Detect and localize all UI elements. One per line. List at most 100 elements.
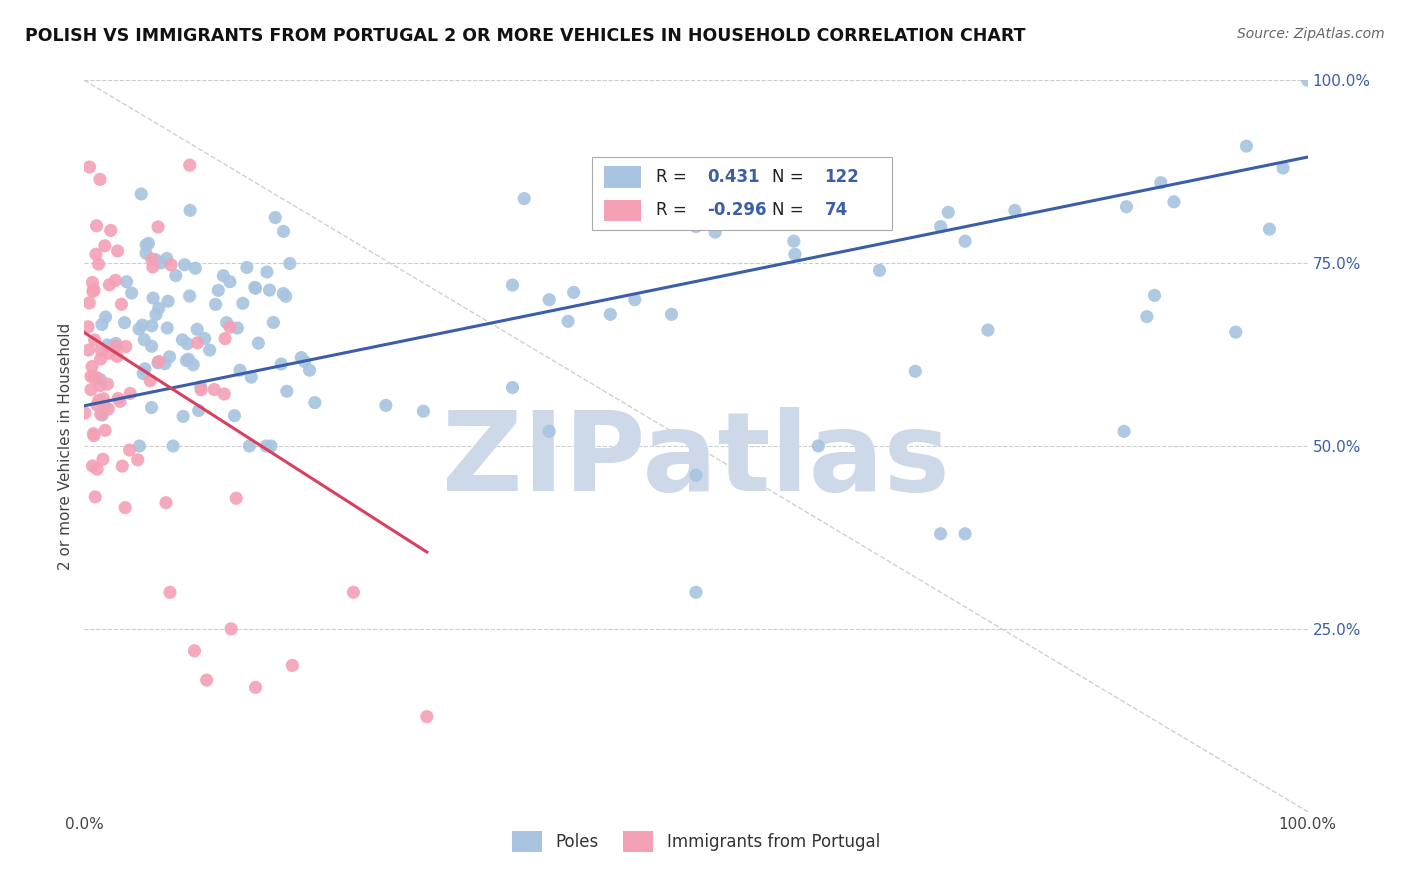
Point [145, 252, 167, 267]
Point [224, 409, 246, 423]
Point [807, 439, 830, 453]
Point [176, 353, 198, 368]
Point [214, 332, 236, 346]
Point [141, 318, 163, 333]
Point [131, 318, 153, 333]
Point [146, 219, 169, 234]
Point [94, 423, 117, 437]
Legend: Poles, Immigrants from Portugal: Poles, Immigrants from Portugal [505, 824, 887, 858]
Point [538, 293, 561, 307]
Point [148, 301, 170, 316]
Point [93, 400, 115, 414]
Point [90, 343, 112, 357]
Point [83, 283, 105, 297]
Point [104, 273, 127, 287]
Point [929, 526, 952, 541]
Text: POLISH VS IMMIGRANTS FROM PORTUGAL 2 OR MORE VEHICLES IN HOUSEHOLD CORRELATION C: POLISH VS IMMIGRANTS FROM PORTUGAL 2 OR … [25, 27, 1026, 45]
Point [173, 258, 195, 272]
FancyBboxPatch shape [592, 157, 891, 230]
Point [84, 490, 107, 504]
Point [77, 343, 100, 357]
Point [77, 319, 100, 334]
Point [276, 384, 298, 399]
Point [80, 359, 103, 374]
Point [79, 160, 101, 174]
Point [129, 186, 152, 201]
Point [1115, 200, 1137, 214]
Text: N =: N = [772, 168, 808, 186]
Point [190, 380, 212, 394]
Point [187, 403, 209, 417]
Point [80, 369, 103, 384]
Point [176, 336, 198, 351]
Point [159, 585, 181, 599]
Point [538, 425, 561, 439]
Point [107, 244, 129, 258]
Point [304, 395, 326, 409]
Point [159, 350, 181, 364]
Point [195, 673, 218, 687]
Point [134, 333, 156, 347]
Point [243, 280, 266, 294]
Point [186, 335, 208, 350]
Point [240, 370, 263, 384]
Point [156, 321, 179, 335]
Point [82, 276, 104, 290]
Point [157, 294, 180, 309]
Point [114, 500, 136, 515]
Bar [605, 166, 641, 188]
Point [624, 293, 647, 307]
Point [1236, 139, 1258, 153]
Text: 122: 122 [824, 168, 859, 186]
Text: R =: R = [655, 202, 692, 219]
Point [97, 401, 120, 416]
Point [783, 247, 806, 261]
Point [83, 428, 105, 442]
Point [86, 398, 108, 412]
Text: N =: N = [772, 202, 808, 219]
Point [162, 439, 184, 453]
Point [128, 322, 150, 336]
Point [219, 320, 242, 334]
Point [141, 252, 163, 267]
Point [186, 322, 208, 336]
Point [298, 363, 321, 377]
Text: ZIPatlas: ZIPatlas [441, 407, 950, 514]
Point [215, 316, 238, 330]
Point [172, 409, 194, 424]
Point [245, 281, 267, 295]
Point [685, 219, 707, 234]
Point [89, 172, 111, 186]
Point [145, 308, 167, 322]
Point [281, 658, 304, 673]
Point [1136, 310, 1159, 324]
Point [273, 224, 295, 238]
Point [953, 234, 976, 248]
Point [181, 358, 204, 372]
Point [416, 709, 439, 723]
Point [97, 346, 120, 360]
Text: 74: 74 [824, 202, 848, 219]
Point [87, 393, 110, 408]
Point [502, 278, 524, 293]
Point [93, 392, 115, 406]
Point [1225, 325, 1247, 339]
Point [226, 321, 249, 335]
Point [502, 380, 524, 394]
Point [245, 681, 267, 695]
Point [238, 439, 260, 453]
Point [86, 219, 108, 233]
Point [87, 257, 110, 271]
Point [904, 364, 927, 378]
Point [685, 468, 707, 483]
Point [179, 203, 201, 218]
Point [96, 377, 118, 392]
Point [412, 404, 434, 418]
Point [294, 354, 316, 368]
Point [704, 225, 727, 239]
Point [290, 351, 312, 365]
Point [90, 318, 112, 332]
Point [260, 439, 283, 453]
Point [90, 407, 112, 421]
Point [977, 323, 1000, 337]
